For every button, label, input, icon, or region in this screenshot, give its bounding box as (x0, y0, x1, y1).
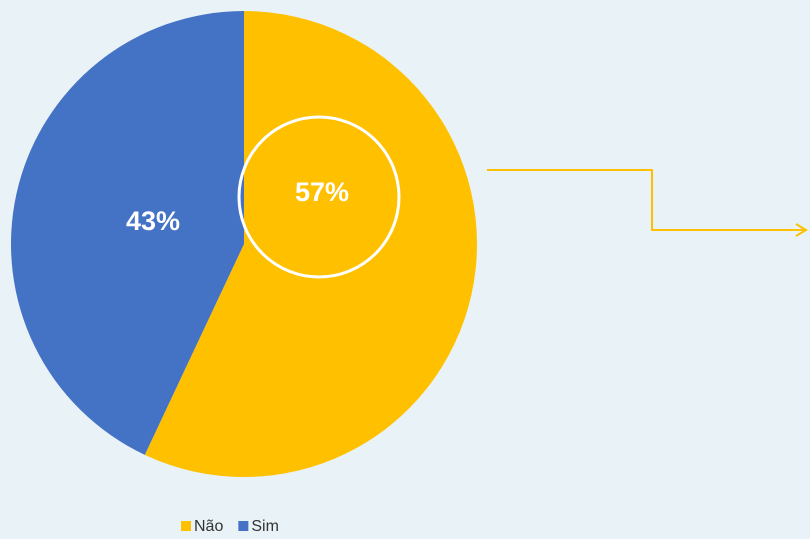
arrow-head (795, 223, 808, 237)
legend-swatch (238, 521, 249, 531)
legend-label: Sim (251, 518, 279, 535)
legend-label: Não (194, 518, 223, 535)
legend: Não Sim (181, 518, 279, 535)
data-label: 57% (295, 177, 349, 207)
highlight-ring (237, 115, 401, 279)
legend-swatch (181, 521, 191, 531)
data-label: 43% (126, 206, 180, 236)
pie-slice (144, 11, 477, 477)
pie (10, 11, 477, 477)
connector (487, 169, 805, 231)
pie-slice (10, 11, 244, 455)
